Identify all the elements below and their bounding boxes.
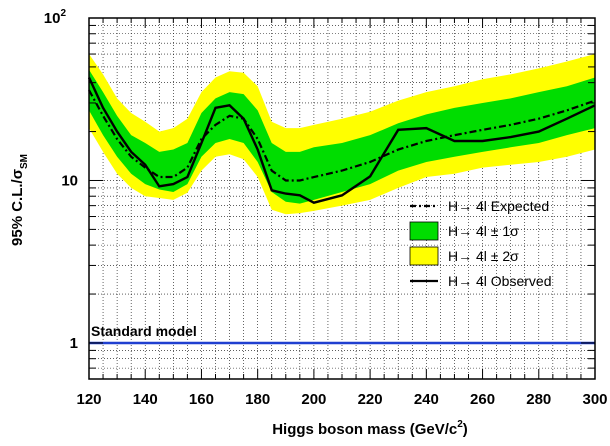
legend-label-observed: H→ 4l Observed [448,273,551,289]
x-axis-title: Higgs boson mass (GeV/c2) [272,419,468,438]
y-tick-label: 10 [61,172,78,189]
band-2sigma [89,54,595,215]
x-tick-label: 220 [358,391,383,408]
y-tick-label: 102 [44,8,67,27]
legend-swatch-band2 [409,246,439,266]
band-1sigma [89,69,595,204]
sigma-bands [89,54,595,215]
legend: H→ 4l Expected H→ 4l ± 1σ H→ 4l ± 2σ H→ 4l … [409,198,551,289]
axis-ticks: 120 140 160 180 200 220 240 260 280 300 1 10 102 [44,8,608,408]
legend-label-band2: H→ 4l ± 2σ [448,248,519,264]
x-tick-label: 200 [301,391,326,408]
x-tick-label: 180 [245,391,270,408]
legend-swatch-band1 [409,221,439,241]
standard-model-label: Standard model [91,323,197,339]
x-tick-label: 120 [76,391,101,408]
x-tick-label: 240 [414,391,439,408]
y-axis-title: 95% C.L./σSM [9,154,30,246]
x-tick-label: 300 [582,391,607,408]
x-tick-label: 160 [189,391,214,408]
y-tick-label: 1 [70,335,78,352]
legend-label-expected: H→ 4l Expected [448,198,549,214]
expected-line [88,89,596,182]
x-tick-label: 260 [470,391,495,408]
legend-label-band1: H→ 4l ± 1σ [448,223,519,239]
x-tick-label: 140 [133,391,158,408]
x-tick-label: 280 [526,391,551,408]
series-lines [87,77,596,204]
standard-model-group: Standard model [89,323,595,345]
observed-line [87,77,596,204]
